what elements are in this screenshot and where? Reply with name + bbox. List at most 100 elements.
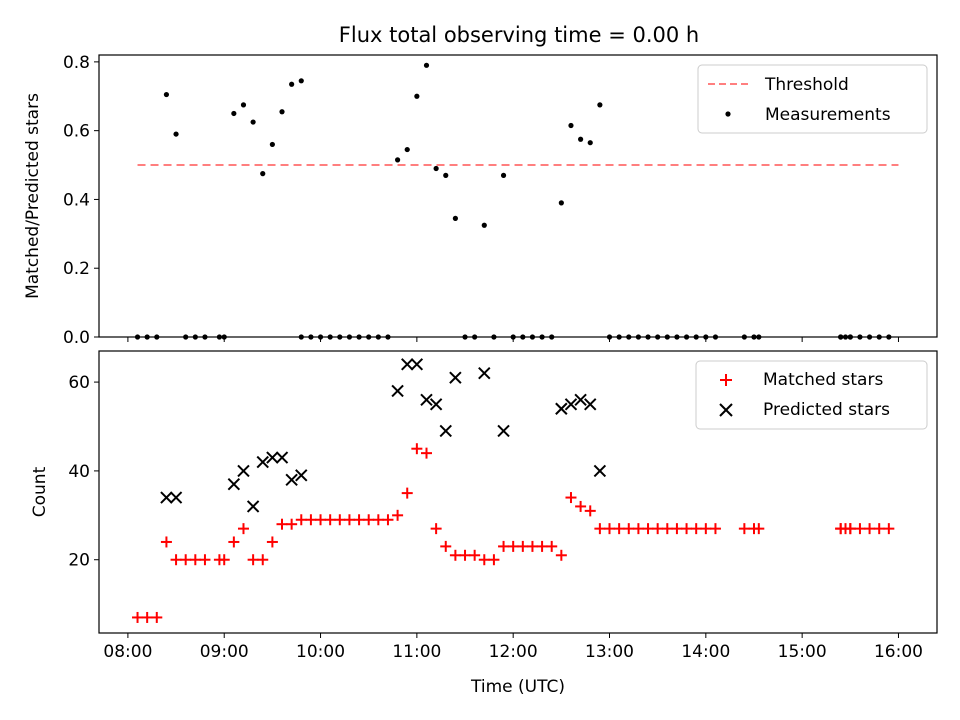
x-axis-label: Time (UTC) xyxy=(470,677,565,697)
top-y-tick-label: 0.4 xyxy=(63,190,90,210)
measurement-point xyxy=(144,334,150,340)
matched-star-point xyxy=(392,509,404,521)
measurement-point xyxy=(886,334,892,340)
measurement-point xyxy=(250,119,256,125)
predicted-star-point xyxy=(497,424,510,438)
x-tick-label: 15:00 xyxy=(778,642,827,662)
matched-star-point xyxy=(854,523,866,535)
matched-star-point xyxy=(488,554,500,566)
matched-star-point xyxy=(835,523,847,535)
predicted-star-point xyxy=(439,424,452,438)
predicted-star-point xyxy=(237,464,250,478)
measurement-point xyxy=(134,334,141,340)
matched-star-point xyxy=(257,554,269,566)
matched-star-point xyxy=(315,514,327,526)
measurement-point xyxy=(192,334,198,340)
matched-star-point xyxy=(864,523,876,535)
matched-star-point xyxy=(613,523,625,535)
measurement-point xyxy=(462,334,468,340)
measurement-point xyxy=(183,334,189,340)
matched-star-point xyxy=(546,540,558,552)
measurement-point xyxy=(163,91,170,98)
predicted-star-point xyxy=(449,371,462,384)
measurement-points xyxy=(134,62,892,340)
matched-star-point xyxy=(623,523,635,535)
matched-star-point xyxy=(844,523,856,535)
top-axes-frame xyxy=(98,54,938,338)
matched-star-point xyxy=(420,447,432,459)
predicted-star-point xyxy=(169,491,183,504)
matched-star-point xyxy=(363,514,375,526)
x-tick-label: 10:00 xyxy=(296,642,345,662)
predicted-star-point xyxy=(266,451,279,464)
predicted-stars-points xyxy=(160,358,607,513)
measurement-point xyxy=(741,334,747,340)
predicted-star-point xyxy=(584,398,597,411)
measurement-point xyxy=(173,131,179,137)
top-panel: Flux total observing time = 0.00 h 0.00.… xyxy=(23,23,938,348)
matched-star-point xyxy=(295,514,307,526)
measurement-point xyxy=(857,334,863,340)
bottom-y-tick-label: 20 xyxy=(68,551,90,571)
legend-predicted-swatch xyxy=(719,403,733,417)
measurement-point xyxy=(366,334,372,340)
measurement-point xyxy=(683,334,690,340)
predicted-star-point xyxy=(555,402,568,415)
matched-star-point xyxy=(160,536,172,548)
measurement-point xyxy=(578,136,584,142)
measurement-point xyxy=(751,334,757,340)
top-legend: Threshold Measurements xyxy=(697,64,928,134)
top-y-tick-label: 0.6 xyxy=(63,122,90,142)
legend-matched-label: Matched stars xyxy=(763,370,883,390)
measurement-point xyxy=(289,81,295,87)
x-tick-label: 09:00 xyxy=(200,642,249,662)
predicted-star-point xyxy=(478,366,491,380)
matched-star-point xyxy=(440,540,452,552)
measurement-point xyxy=(664,334,670,340)
matched-star-point xyxy=(286,518,298,530)
matched-star-point xyxy=(247,554,259,566)
predicted-star-point xyxy=(593,464,607,478)
measurement-point xyxy=(260,171,266,177)
measurement-point xyxy=(216,334,223,340)
measurement-point xyxy=(452,215,458,221)
x-tick-label: 08:00 xyxy=(103,642,152,662)
measurement-point xyxy=(529,334,536,340)
legend-matched-swatch xyxy=(720,374,732,386)
measurement-point xyxy=(394,157,401,163)
bottom-y-tick-label: 60 xyxy=(68,373,90,393)
measurement-point xyxy=(842,334,849,340)
matched-star-point xyxy=(642,523,654,535)
matched-star-point xyxy=(276,518,288,530)
measurement-point xyxy=(500,172,507,178)
matched-star-point xyxy=(180,554,192,566)
matched-star-point xyxy=(411,443,423,455)
measurement-point xyxy=(838,334,844,340)
matched-star-point xyxy=(237,523,249,535)
measurement-point xyxy=(520,334,526,340)
matched-star-point xyxy=(228,536,240,548)
measurement-point xyxy=(606,334,613,340)
measurement-point xyxy=(154,334,160,340)
measurement-point xyxy=(510,334,516,340)
matched-star-point xyxy=(555,549,567,561)
measurement-point xyxy=(481,222,487,228)
matched-star-point xyxy=(469,549,481,561)
chart-title: Flux total observing time = 0.00 h xyxy=(339,23,699,47)
matched-star-point xyxy=(324,514,336,526)
matched-star-point xyxy=(151,611,163,623)
bottom-legend: Matched stars Predicted stars xyxy=(695,360,928,430)
legend-measurements-label: Measurements xyxy=(765,105,891,125)
x-tick-label: 14:00 xyxy=(681,642,730,662)
x-tick-label: 16:00 xyxy=(874,642,923,662)
matched-star-point xyxy=(594,523,606,535)
measurement-point xyxy=(269,141,275,148)
measurement-point xyxy=(876,334,882,340)
measurement-point xyxy=(645,334,651,340)
matched-star-point xyxy=(498,540,510,552)
predicted-star-point xyxy=(574,393,587,407)
matched-star-point xyxy=(199,554,211,566)
matched-star-point xyxy=(632,523,644,535)
matched-star-point xyxy=(353,514,365,526)
